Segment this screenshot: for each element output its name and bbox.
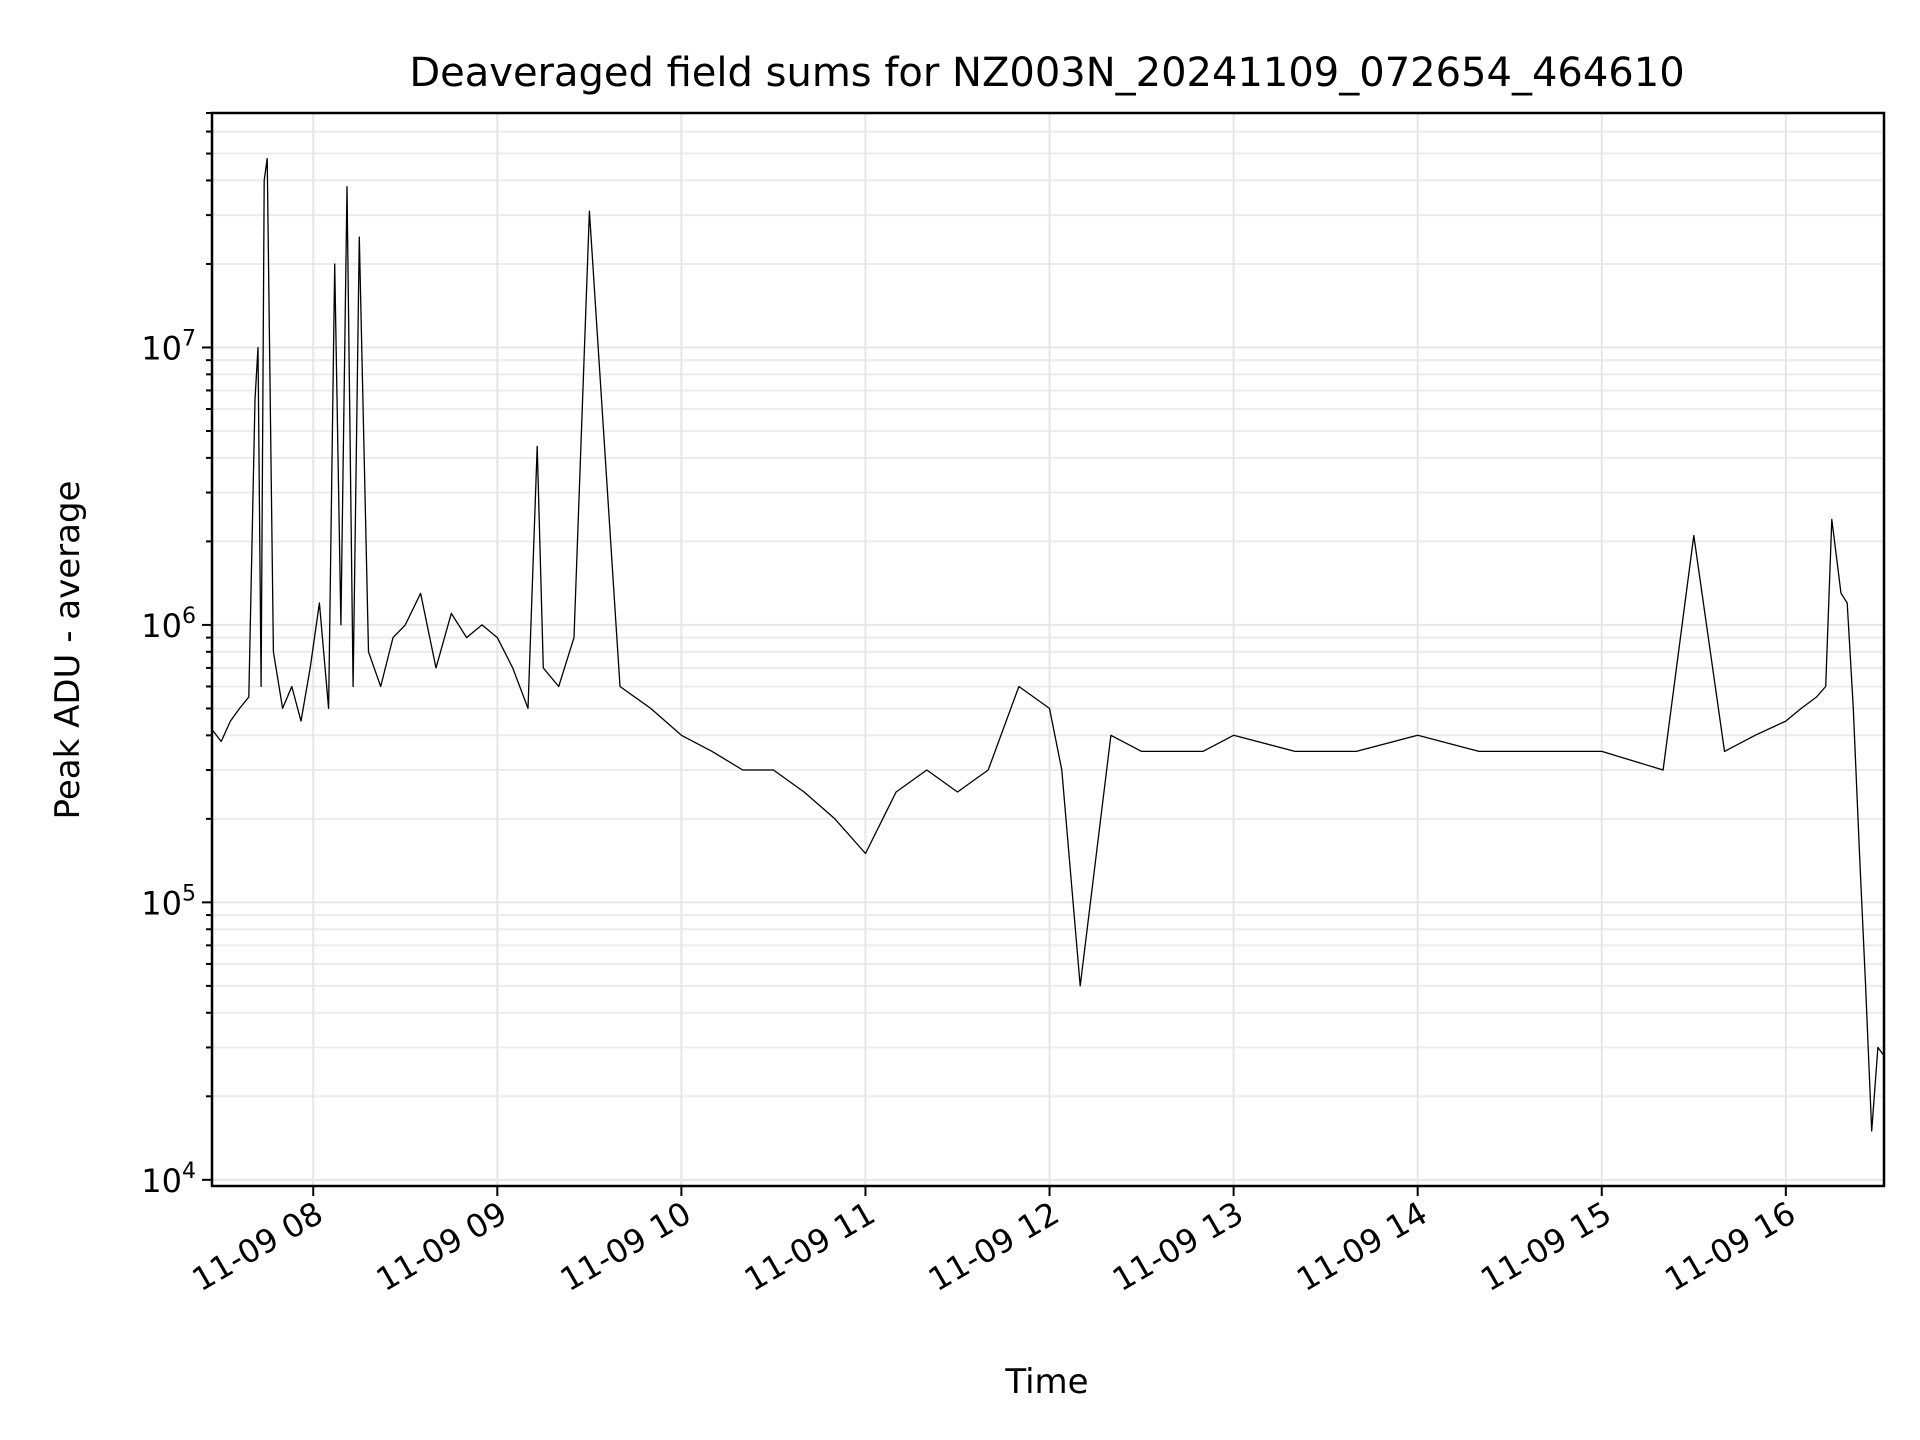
series-group: [211, 157, 1885, 1132]
y-axis-label: Peak ADU - average: [48, 481, 88, 820]
x-tick-label: 11-09 08: [186, 1194, 330, 1299]
y-tick-label: 107: [141, 326, 196, 367]
x-tick-label: 11-09 16: [1658, 1194, 1802, 1299]
x-tick-label: 11-09 13: [1106, 1194, 1250, 1299]
plot-frame: [210, 111, 1886, 1188]
chart-title: Deaveraged field sums for NZ003N_2024110…: [409, 50, 1684, 96]
y-tick-label: 106: [141, 604, 196, 645]
x-tick-label: 11-09 14: [1290, 1194, 1434, 1299]
x-axis: 11-09 08 11-09 09 11-09 10 11-09 11 11-09 12…: [186, 1186, 1802, 1299]
y-tick-label: 105: [141, 881, 196, 922]
series-line-0: [211, 157, 1885, 1132]
x-tick-label: 11-09 15: [1474, 1194, 1618, 1299]
minor-gridlines: [212, 112, 1884, 1098]
x-tick-label: 11-09 10: [554, 1194, 698, 1299]
x-axis-label: Time: [1004, 1362, 1088, 1402]
x-tick-label: 11-09 11: [738, 1194, 882, 1299]
y-axis: 104 105 106 107: [141, 112, 212, 1200]
major-gridlines: [212, 113, 1884, 1186]
x-tick-label: 11-09 09: [370, 1194, 514, 1299]
y-tick-label: 104: [141, 1159, 196, 1200]
x-tick-label: 11-09 12: [922, 1194, 1066, 1299]
